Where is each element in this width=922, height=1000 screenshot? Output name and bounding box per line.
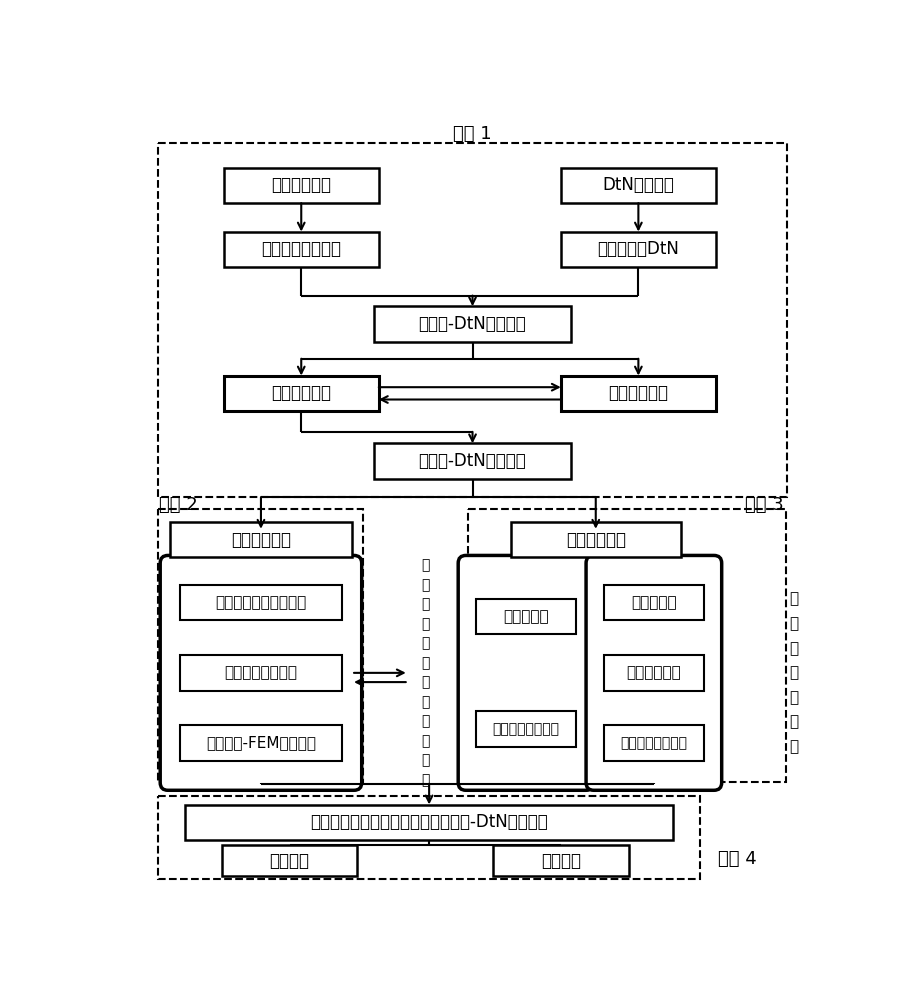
Text: 插值节点方案优化: 插值节点方案优化 <box>492 722 560 736</box>
Text: 无网格形式DtN: 无网格形式DtN <box>597 240 680 258</box>
FancyBboxPatch shape <box>160 555 361 790</box>
Text: 内容 4: 内容 4 <box>718 850 757 868</box>
Bar <box>493 845 629 876</box>
Text: 改
进
的
插
值
移
动
最
小
二
乘
法: 改 进 的 插 值 移 动 最 小 二 乘 法 <box>421 559 430 787</box>
Bar <box>181 585 341 620</box>
Bar <box>511 522 681 557</box>
Text: 级数项数选取: 级数项数选取 <box>609 384 668 402</box>
Bar <box>185 805 673 840</box>
Bar <box>467 509 786 782</box>
Text: DtN边界条件: DtN边界条件 <box>602 176 674 194</box>
Text: 降低色散误差: 降低色散误差 <box>230 531 291 549</box>
FancyBboxPatch shape <box>458 555 594 790</box>
Text: 无网格-DtN基础模型: 无网格-DtN基础模型 <box>419 315 526 333</box>
Text: 基函数选择: 基函数选择 <box>631 595 677 610</box>
Text: 梯度光滑形式确定: 梯度光滑形式确定 <box>224 665 298 680</box>
Bar <box>561 232 715 267</box>
Text: 高阶梯度光滑算法研究: 高阶梯度光滑算法研究 <box>216 595 307 610</box>
Bar <box>224 168 379 203</box>
Text: 内容 2: 内容 2 <box>160 496 198 514</box>
FancyBboxPatch shape <box>586 555 722 790</box>
Text: 预报无限域结构声辐射的弱式无网格-DtN耦合方法: 预报无限域结构声辐射的弱式无网格-DtN耦合方法 <box>310 813 548 831</box>
Bar <box>373 306 572 342</box>
Text: 试验验证: 试验验证 <box>541 852 581 870</box>
Bar <box>604 655 704 691</box>
Text: 数值验证: 数值验证 <box>269 852 310 870</box>
Bar <box>181 655 341 691</box>
Bar <box>373 443 572 479</box>
Text: 内容 1: 内容 1 <box>454 125 491 143</box>
Bar <box>561 376 715 411</box>
Text: 有限域无网格表达: 有限域无网格表达 <box>261 240 341 258</box>
Text: 无网格-DtN数学模型: 无网格-DtN数学模型 <box>419 452 526 470</box>
Bar <box>477 711 575 747</box>
Bar <box>222 845 358 876</box>
Text: 空间尺度确定: 空间尺度确定 <box>271 384 331 402</box>
Bar <box>604 585 704 620</box>
Bar <box>170 522 352 557</box>
Bar <box>224 376 379 411</box>
Bar <box>158 143 787 497</box>
Text: 梯度光滑-FEM修正刚度: 梯度光滑-FEM修正刚度 <box>206 735 316 750</box>
Bar <box>561 168 715 203</box>
Bar <box>158 796 701 879</box>
Text: 径
向
基
点
插
值
法: 径 向 基 点 插 值 法 <box>789 592 798 754</box>
Text: 插值节点方案优化: 插值节点方案优化 <box>621 736 688 750</box>
Bar <box>224 232 379 267</box>
Bar <box>158 509 363 782</box>
Bar <box>477 599 575 634</box>
Text: 形状参数优化: 形状参数优化 <box>627 665 681 680</box>
Text: 权函数选择: 权函数选择 <box>503 609 549 624</box>
Bar <box>604 725 704 761</box>
Bar <box>181 725 341 761</box>
Text: 减小插值误差: 减小插值误差 <box>566 531 626 549</box>
Text: 弱式无网格法: 弱式无网格法 <box>271 176 331 194</box>
Text: 内容 3: 内容 3 <box>745 496 784 514</box>
